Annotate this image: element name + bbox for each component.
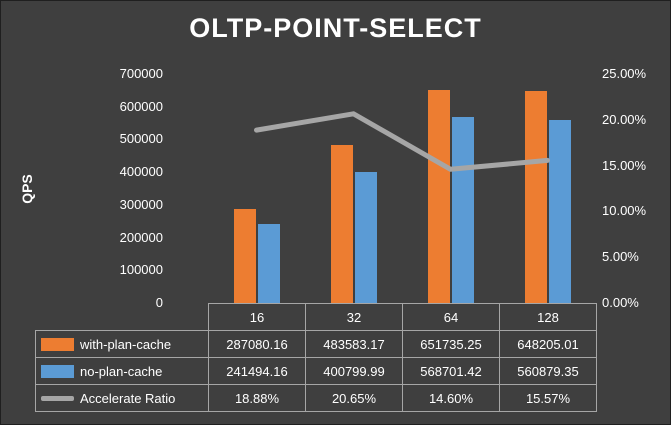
table-cell: 568701.42 [402, 357, 500, 385]
table-cell: 483583.17 [305, 330, 403, 358]
right-axis-tick: 0.00% [602, 295, 639, 310]
left-axis-tick: 700000 [119, 66, 163, 81]
table-cell: 287080.16 [208, 330, 306, 358]
left-axis-tick: 600000 [119, 98, 163, 114]
table-cell: 15.57% [499, 384, 597, 412]
plot-area [208, 74, 596, 303]
bar-with-plan-cache [525, 91, 547, 303]
left-axis-tick: 0 [155, 295, 163, 310]
left-axis-tick: 200000 [119, 229, 163, 245]
bar-with-plan-cache [331, 145, 353, 303]
legend-swatch-Accelerate Ratio [41, 395, 74, 401]
category-label: 128 [499, 303, 597, 331]
bar-with-plan-cache [428, 90, 450, 303]
legend-label: no-plan-cache [80, 363, 163, 379]
legend-cell: no-plan-cache [35, 357, 209, 385]
bar-no-plan-cache [258, 224, 280, 303]
table-cell: 241494.16 [208, 357, 306, 385]
left-axis-title: QPS [19, 174, 35, 204]
table-cell: 400799.99 [305, 357, 403, 385]
bar-with-plan-cache [234, 209, 256, 303]
table-cell: 14.60% [402, 384, 500, 412]
data-table: 16 32 64 128 with-plan-cache 287080.16 483583.… [35, 303, 597, 412]
category-label: 16 [208, 303, 306, 331]
bar-no-plan-cache [452, 117, 474, 303]
bar-no-plan-cache [549, 120, 571, 303]
legend-cell: with-plan-cache [35, 330, 209, 358]
table-cell: 651735.25 [402, 330, 500, 358]
right-axis-tick: 5.00% [602, 249, 639, 265]
legend-label: with-plan-cache [80, 336, 172, 352]
table-cell: 560879.35 [499, 357, 597, 385]
category-label: 64 [402, 303, 500, 331]
right-axis-tick: 20.00% [602, 111, 647, 127]
chart-title: OLTP-POINT-SELECT [189, 13, 482, 43]
right-axis-tick: 10.00% [602, 203, 647, 219]
table-cell: 18.88% [208, 384, 306, 412]
right-axis-tick: 25.00% [602, 66, 647, 81]
left-axis-tick: 400000 [119, 164, 163, 180]
legend-swatch-no-plan-cache [41, 364, 74, 378]
left-axis-tick: 300000 [119, 196, 163, 212]
left-axis-tick: 500000 [119, 131, 163, 147]
category-label: 32 [305, 303, 403, 331]
legend-label: Accelerate Ratio [80, 390, 176, 406]
right-axis-tick: 15.00% [602, 157, 647, 173]
table-cell: 648205.01 [499, 330, 597, 358]
left-axis-tick: 100000 [119, 262, 163, 278]
table-cell: 20.65% [305, 384, 403, 412]
bar-no-plan-cache [355, 172, 377, 303]
legend-cell: Accelerate Ratio [35, 384, 209, 412]
legend-swatch-with-plan-cache [41, 337, 74, 351]
